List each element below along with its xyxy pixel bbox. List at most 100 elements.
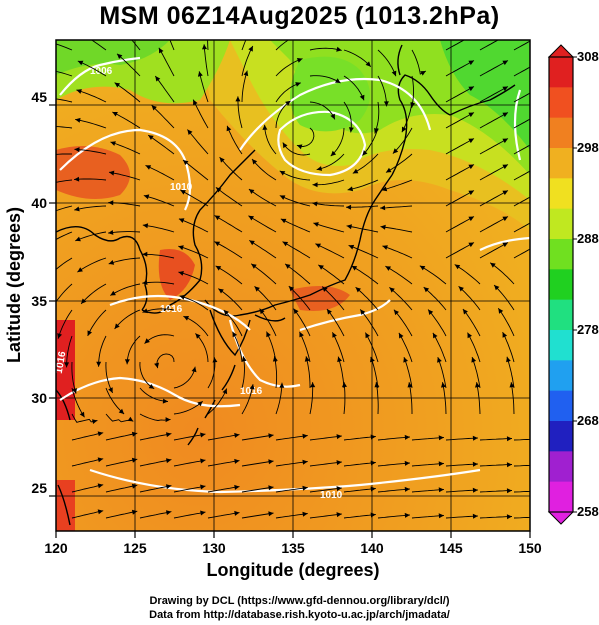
streamline-arrow xyxy=(404,460,410,466)
streamline xyxy=(343,436,376,441)
streamline-arrow xyxy=(536,165,542,170)
streamline xyxy=(375,382,379,415)
streamline xyxy=(275,461,308,467)
streamline-arrow xyxy=(234,484,240,490)
streamline xyxy=(66,335,73,368)
streamline xyxy=(275,487,308,493)
streamline xyxy=(105,361,114,394)
streamline xyxy=(445,164,475,181)
colorbar-min-arrow xyxy=(547,511,575,525)
streamline xyxy=(251,158,277,181)
streamline xyxy=(139,511,172,519)
streamline-arrow xyxy=(248,215,254,221)
streamline xyxy=(471,356,481,389)
streamline xyxy=(403,356,413,389)
streamline xyxy=(226,125,243,155)
streamline-arrow xyxy=(506,514,512,520)
streamline-arrow xyxy=(330,113,335,120)
streamline xyxy=(445,40,465,51)
streamline-arrow xyxy=(536,191,542,196)
streamline xyxy=(411,515,444,519)
streamline xyxy=(142,253,175,259)
streamline xyxy=(183,315,209,337)
streamline xyxy=(331,332,345,363)
streamline-arrow xyxy=(77,60,84,66)
streamline xyxy=(207,40,209,51)
streamline-arrow xyxy=(200,432,206,438)
data-source-credit: Data from http://database.rish.kyoto-u.a… xyxy=(149,609,450,621)
y-tick-label: 25 xyxy=(31,480,47,496)
streamline xyxy=(312,179,345,186)
streamline xyxy=(112,111,141,129)
streamline-arrow xyxy=(215,265,222,271)
streamline xyxy=(445,463,478,467)
streamline-arrow xyxy=(243,70,249,77)
streamline xyxy=(214,215,243,233)
streamline xyxy=(74,148,107,155)
streamline-arrow xyxy=(326,309,332,315)
streamline xyxy=(71,413,98,423)
streamline xyxy=(467,332,481,363)
streamline xyxy=(151,104,175,129)
streamline-arrow xyxy=(64,362,70,368)
streamline xyxy=(178,245,209,259)
y-tick-label: 30 xyxy=(31,390,47,406)
streamline xyxy=(370,356,379,389)
streamline xyxy=(296,127,315,147)
streamline-arrow xyxy=(110,290,116,296)
streamline-arrow xyxy=(97,509,104,515)
streamline xyxy=(207,388,228,415)
streamline-arrow xyxy=(212,357,218,363)
streamline-arrow xyxy=(293,308,299,315)
streamline xyxy=(513,516,530,519)
streamline xyxy=(479,490,513,493)
isobar-label: 1010 xyxy=(170,182,193,193)
streamline-arrow xyxy=(407,382,413,388)
streamline xyxy=(479,112,509,129)
streamline-arrow xyxy=(502,242,508,248)
streamline xyxy=(398,332,413,363)
streamline xyxy=(479,438,513,441)
streamline xyxy=(248,188,277,207)
streamline xyxy=(445,138,475,155)
colorbar-segment xyxy=(549,421,573,452)
streamline xyxy=(377,488,410,493)
streamline-arrow xyxy=(336,434,342,440)
streamline-arrow xyxy=(304,356,310,362)
streamline-arrow xyxy=(310,382,316,388)
streamline-arrow xyxy=(374,382,380,388)
streamline xyxy=(382,245,413,259)
streamline xyxy=(77,257,107,273)
streamline-arrow xyxy=(219,157,225,163)
streamline-arrow xyxy=(428,309,434,315)
streamline-arrow xyxy=(76,89,82,94)
streamline-arrow xyxy=(502,216,508,222)
streamline xyxy=(423,286,447,311)
streamline xyxy=(187,129,209,155)
streamline xyxy=(419,265,447,285)
streamline xyxy=(108,202,141,207)
streamline-arrow xyxy=(205,18,210,23)
streamline-arrow xyxy=(148,384,155,389)
streamline-arrow xyxy=(297,32,303,37)
streamline xyxy=(401,101,413,133)
streamline-arrow xyxy=(536,217,542,222)
streamline-arrow xyxy=(404,486,410,492)
streamline-arrow xyxy=(262,124,268,130)
x-tick-label: 125 xyxy=(123,540,147,556)
streamline-arrow xyxy=(454,264,461,270)
streamline-arrow xyxy=(251,21,256,27)
streamline xyxy=(377,462,410,467)
streamline-arrow xyxy=(541,437,546,442)
streamline-arrow xyxy=(302,511,308,517)
streamline xyxy=(346,225,379,233)
streamline xyxy=(147,134,175,155)
streamline-arrow xyxy=(438,461,444,467)
streamline-arrow xyxy=(162,398,168,404)
streamline xyxy=(173,366,196,389)
streamline-arrow xyxy=(468,138,474,144)
streamline xyxy=(513,66,530,77)
streamline-arrow xyxy=(498,308,504,314)
streamline xyxy=(381,179,413,191)
streamline xyxy=(173,511,206,519)
